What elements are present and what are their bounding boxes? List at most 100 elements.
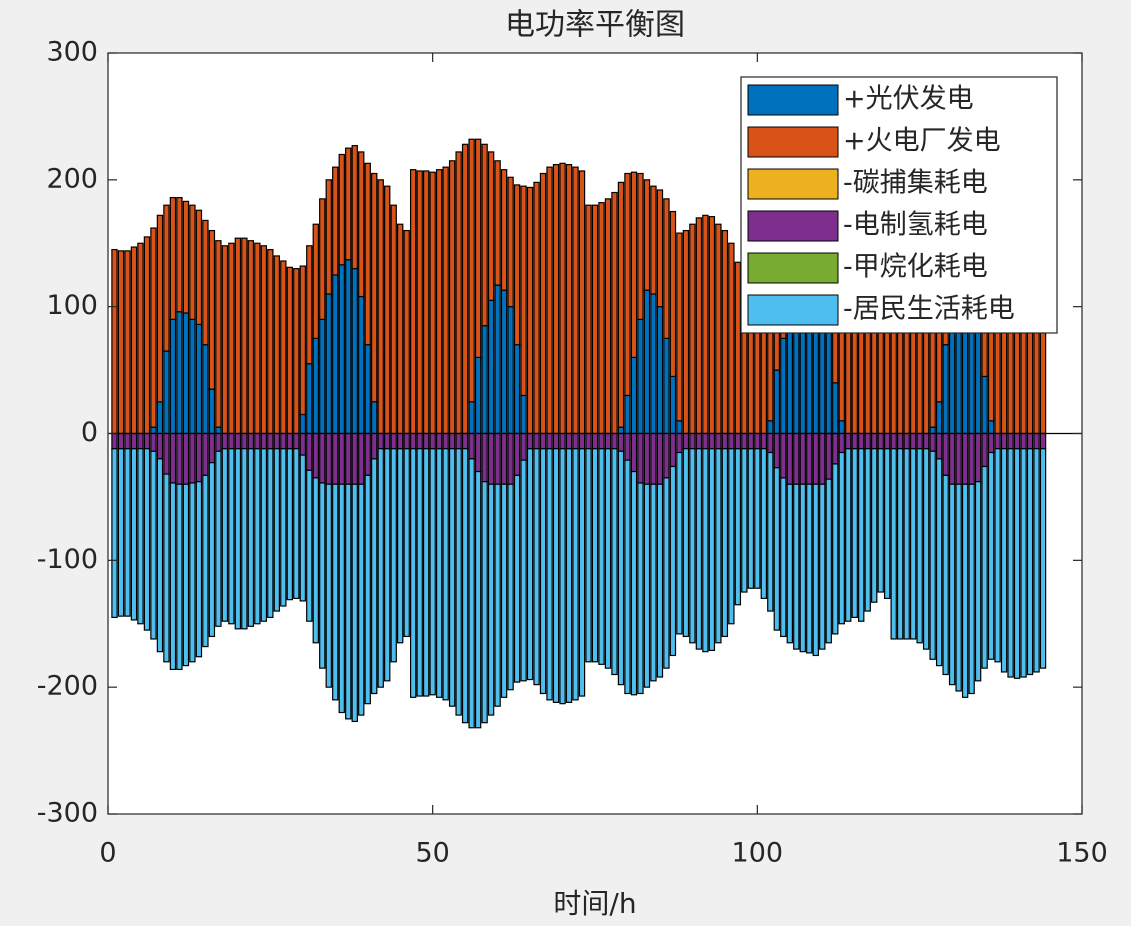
axes: -300 -200 -100 0 100 200 300 0 50 100 150 <box>37 37 1108 869</box>
bar-segment <box>332 274 339 435</box>
bar-segment <box>669 432 677 468</box>
bar-segment <box>1033 448 1040 673</box>
bar-segment <box>909 432 917 450</box>
bar-segment <box>364 432 371 476</box>
bar-segment <box>896 432 904 450</box>
bar-segment <box>539 172 547 435</box>
bar-segment <box>416 170 423 435</box>
bar-segment <box>832 382 839 435</box>
bar-segment <box>572 448 579 701</box>
bar-segment <box>429 171 436 435</box>
bar-segment <box>169 196 177 320</box>
bar-segment <box>630 432 638 473</box>
bar-segment <box>254 448 261 625</box>
bar-segment <box>819 483 826 650</box>
bar-segment <box>228 432 235 450</box>
bar-segment <box>948 483 956 686</box>
bar-segment <box>156 401 164 435</box>
bar-segment <box>539 448 547 695</box>
bar-segment <box>598 202 605 435</box>
bar-segment <box>565 448 573 703</box>
bar-segment <box>182 200 190 314</box>
bar-segment <box>143 432 151 450</box>
bar-segment <box>656 306 664 435</box>
bar-segment <box>896 448 904 640</box>
bar-segment <box>721 448 729 638</box>
bar-segment <box>267 248 274 435</box>
bar-segment <box>715 223 722 435</box>
bar-segment <box>546 448 553 701</box>
bar-segment <box>500 289 508 435</box>
bar-segment <box>325 432 332 485</box>
bar-segment <box>1020 432 1027 450</box>
bar-segment <box>741 432 748 450</box>
bar-segment <box>604 432 612 450</box>
bar-segment <box>487 151 495 301</box>
bar-segment <box>663 337 670 435</box>
bar-segment <box>351 268 358 435</box>
bar-segment <box>384 448 391 682</box>
bar-segment <box>994 448 1001 663</box>
bar-segment <box>487 432 495 485</box>
legend-label: -居民生活耗电 <box>843 294 1015 325</box>
bar-segment <box>767 432 774 454</box>
bar-segment <box>825 432 832 480</box>
bar-segment <box>487 483 495 716</box>
bar-segment <box>312 337 319 435</box>
bar-segment <box>130 246 138 435</box>
bar-segment <box>117 432 125 450</box>
bar-segment <box>377 448 384 688</box>
bar-segment <box>741 448 748 593</box>
bar-segment <box>507 306 514 435</box>
bar-segment <box>695 448 703 650</box>
bar-segment <box>650 293 657 435</box>
bar-segment <box>500 169 508 291</box>
bar-segment <box>715 448 722 644</box>
bar-segment <box>942 344 949 435</box>
bar-segment <box>877 432 884 450</box>
bar-segment <box>552 164 560 435</box>
bar-segment <box>332 483 339 701</box>
bar-segment <box>819 432 826 485</box>
bar-segment <box>234 237 242 435</box>
legend: +光伏发电 +火电厂发电 -碳捕集耗电 -电制氢耗电 -甲烷化耗电 -居民生活耗电 <box>740 76 1058 334</box>
bar-segment <box>552 432 560 450</box>
bar-segment <box>306 432 313 471</box>
bar-segment <box>747 432 755 450</box>
bar-segment <box>838 432 845 454</box>
bar-segment <box>559 432 566 450</box>
bar-segment <box>689 432 696 450</box>
bar-segment <box>455 448 462 716</box>
bar-segment <box>1000 432 1008 450</box>
bar-segment <box>1039 448 1047 669</box>
bar-segment <box>241 432 248 450</box>
bar-segment <box>572 432 579 450</box>
bar-segment <box>202 474 209 648</box>
bar-segment <box>312 477 319 644</box>
bar-segment <box>617 432 625 452</box>
bar-segment <box>637 482 644 695</box>
bar-segment <box>961 432 969 485</box>
bar-segment <box>208 462 216 638</box>
x-tick-label: 0 <box>99 838 116 869</box>
bar-segment <box>468 458 475 729</box>
bar-segment <box>643 432 651 485</box>
bar-segment <box>669 375 677 435</box>
bar-segment <box>435 169 443 435</box>
bar-segment <box>1039 432 1047 450</box>
bar-segment <box>974 325 982 435</box>
bar-segment <box>987 432 995 454</box>
bar-segment <box>397 432 404 450</box>
bar-segment <box>299 454 306 602</box>
y-tick-label: 200 <box>46 163 98 194</box>
bar-segment <box>656 189 664 308</box>
bar-segment <box>403 448 410 638</box>
bar-segment <box>364 474 371 705</box>
bar-segment <box>890 448 897 640</box>
bar-segment <box>474 470 482 729</box>
bar-segment <box>409 448 417 698</box>
bar-segment <box>247 240 255 435</box>
bar-segment <box>845 432 852 450</box>
bar-segment <box>273 255 281 435</box>
bar-segment <box>650 185 657 295</box>
